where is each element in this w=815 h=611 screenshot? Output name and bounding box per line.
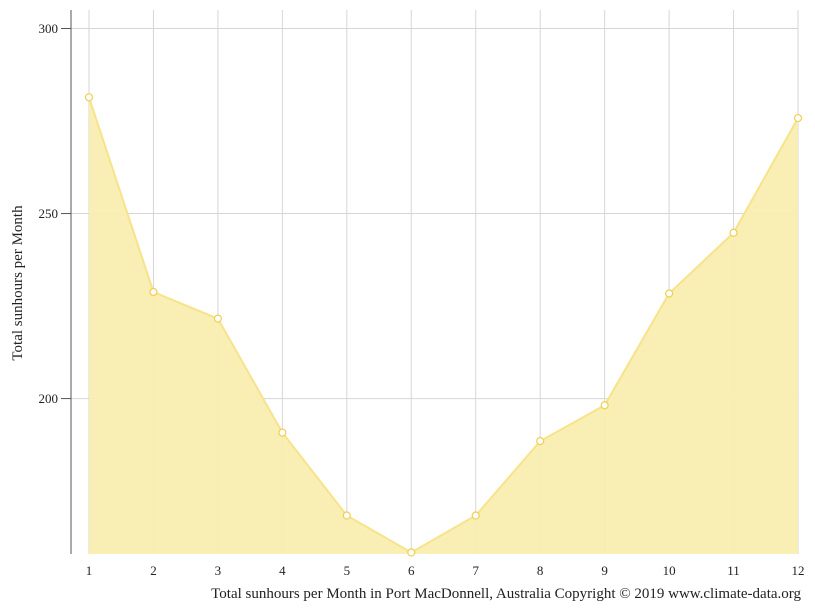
data-point-month-3	[213, 314, 223, 323]
data-markers	[84, 93, 803, 557]
x-tick-label-11: 11	[727, 563, 740, 578]
x-tick-label-12: 12	[792, 563, 805, 578]
x-tick-label-5: 5	[344, 563, 351, 578]
data-point-month-2	[149, 287, 158, 297]
chart-caption: Total sunhours per Month in Port MacDonn…	[211, 586, 801, 602]
x-tick-label-6: 6	[408, 563, 415, 578]
data-point-month-8	[536, 437, 545, 446]
y-tick-label-200: 200	[39, 391, 59, 406]
x-tick-label-7: 7	[472, 563, 479, 578]
area-fill	[89, 97, 798, 554]
x-tick-label-3: 3	[215, 563, 222, 578]
axes	[61, 10, 72, 554]
y-tick-label-300: 300	[39, 21, 59, 36]
y-axis-title: Total sunhours per Month	[10, 205, 26, 361]
series-line	[88, 97, 799, 554]
x-tick-label-9: 9	[601, 563, 608, 578]
data-point-month-4	[278, 428, 287, 437]
x-tick-label-1: 1	[86, 563, 93, 578]
data-point-month-1	[84, 93, 94, 102]
x-tick-label-8: 8	[537, 563, 544, 578]
x-tick-label-4: 4	[279, 563, 286, 578]
y-tick-label-250: 250	[39, 206, 59, 221]
data-point-month-11	[729, 228, 738, 237]
x-tick-label-10: 10	[663, 563, 676, 578]
data-point-month-7	[471, 511, 480, 520]
x-tick-label-2: 2	[150, 563, 157, 578]
data-point-month-6	[407, 548, 416, 557]
data-point-month-10	[664, 289, 674, 298]
data-point-month-5	[342, 511, 351, 520]
data-point-month-9	[600, 401, 609, 410]
data-point-month-12	[793, 113, 803, 123]
